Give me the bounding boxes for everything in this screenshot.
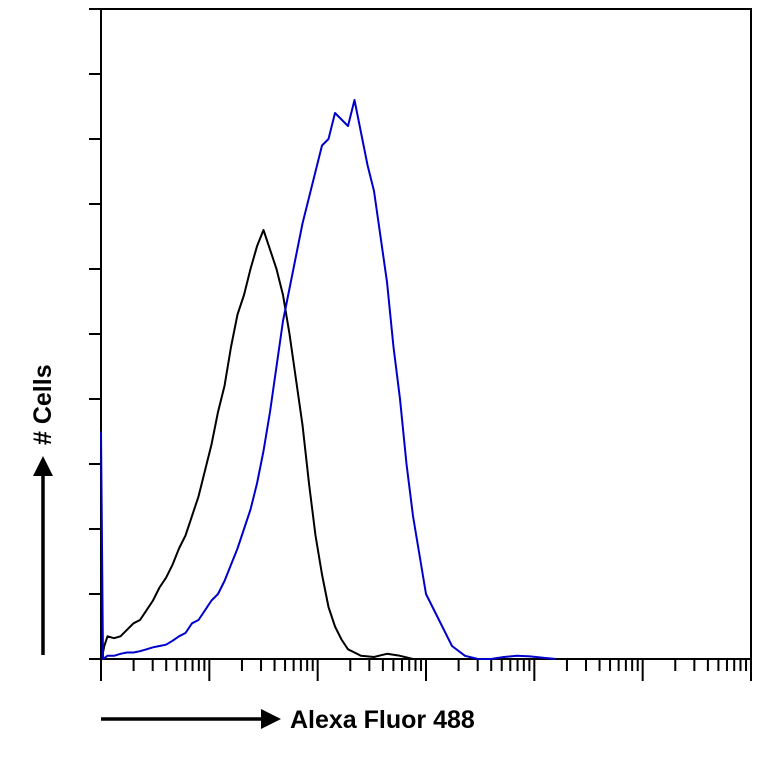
y-axis-arrowhead	[33, 456, 53, 476]
histogram-series-line	[100, 229, 414, 660]
x-axis-label: Alexa Fluor 488	[290, 706, 475, 734]
y-axis-label: # Cells	[29, 364, 57, 445]
axis-ticks	[89, 8, 752, 681]
histogram-series-line	[100, 99, 557, 660]
series-group	[100, 99, 557, 660]
plot-frame	[100, 8, 752, 660]
x-axis-arrowhead	[261, 709, 281, 729]
